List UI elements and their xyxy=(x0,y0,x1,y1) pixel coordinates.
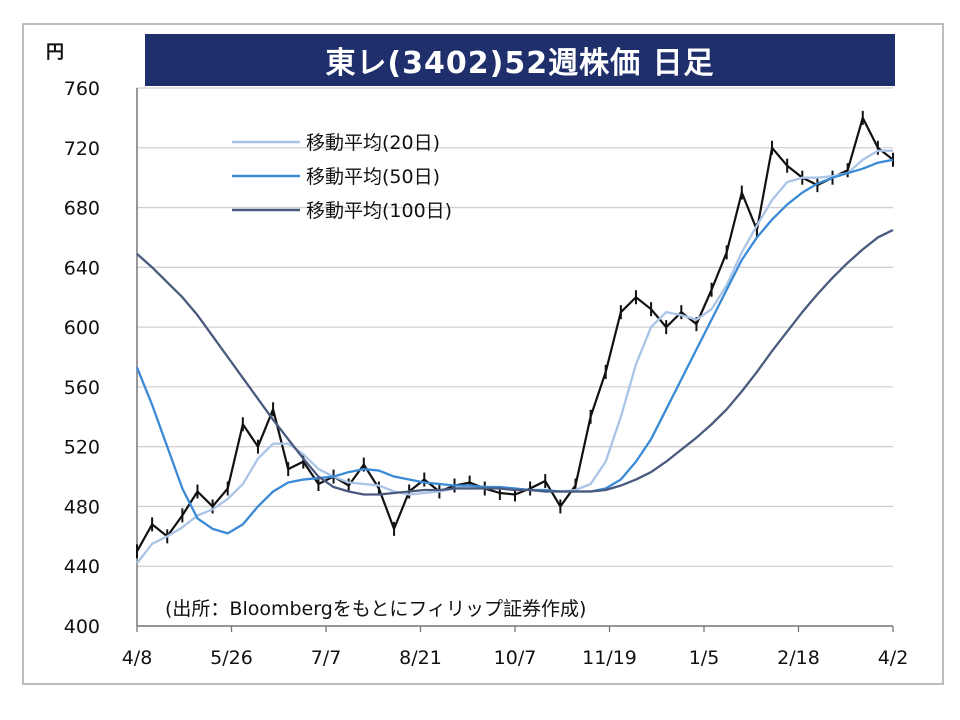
y-tick-label: 520 xyxy=(64,437,100,459)
y-tick-label: 440 xyxy=(64,556,100,578)
ma-line-1 xyxy=(135,158,894,535)
x-tick-label: 4/8 xyxy=(122,647,153,669)
y-tick-label: 600 xyxy=(64,317,100,339)
grid-lines xyxy=(137,87,893,627)
ma-line-2 xyxy=(136,228,894,496)
legend-label: 移動平均(50日) xyxy=(306,166,440,188)
x-tick-label: 7/7 xyxy=(311,647,342,669)
x-tick-label: 11/19 xyxy=(582,647,637,669)
price-series xyxy=(136,110,894,559)
y-tick-label: 480 xyxy=(64,496,100,518)
y-tick-label: 720 xyxy=(64,138,100,160)
price-line xyxy=(136,116,894,552)
x-tick-label: 1/5 xyxy=(689,647,720,669)
x-tick-label: 4/2 xyxy=(878,647,909,669)
x-tick-label: 2/18 xyxy=(777,647,820,669)
legend-label: 移動平均(100日) xyxy=(306,200,452,222)
x-tick-label: 10/7 xyxy=(494,647,537,669)
x-tick-label: 5/26 xyxy=(210,647,253,669)
legend: 移動平均(20日) 移動平均(50日) 移動平均(100日) xyxy=(232,132,452,222)
axes: 400 440 480 520 560 600 640 680 720 760 4/8 5/26 7/7… xyxy=(64,78,909,669)
x-tick-label: 8/21 xyxy=(399,647,442,669)
y-tick-label: 760 xyxy=(64,78,100,100)
legend-label: 移動平均(20日) xyxy=(306,132,440,154)
chart-title: 東レ(3402)52週株価 日足 xyxy=(145,34,895,86)
y-tick-label: 400 xyxy=(64,616,100,638)
source-note: (出所：Bloombergをもとにフィリップ証券作成) xyxy=(165,598,586,620)
y-tick-label: 680 xyxy=(64,198,100,220)
chart-frame xyxy=(22,23,944,685)
moving-average-series xyxy=(135,149,894,564)
y-tick-label: 640 xyxy=(64,257,100,279)
y-tick-label: 560 xyxy=(64,377,100,399)
y-unit-label: 円 xyxy=(46,42,64,63)
